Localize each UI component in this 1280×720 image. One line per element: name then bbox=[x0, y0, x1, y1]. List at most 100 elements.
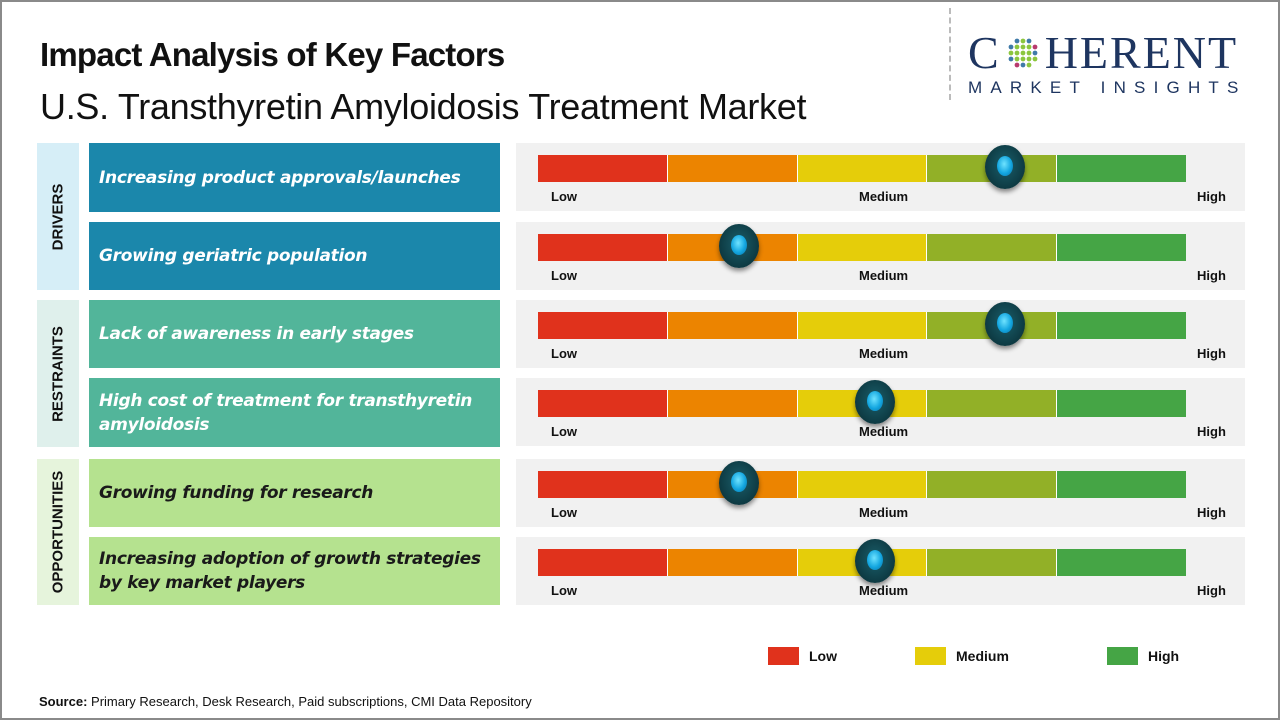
gauge-bar bbox=[538, 390, 1186, 417]
gauge-label-medium: Medium bbox=[859, 424, 909, 439]
impact-gauge: Low Medium High bbox=[516, 222, 1245, 290]
impact-gauge: Low Medium High bbox=[516, 537, 1245, 605]
gauge-segment bbox=[538, 390, 668, 417]
logo-dot bbox=[1008, 56, 1014, 62]
gauge-label-low: Low bbox=[551, 268, 577, 283]
gauge-label-medium: Medium bbox=[859, 346, 909, 361]
gauge-segment bbox=[927, 471, 1058, 498]
logo-dot bbox=[1032, 44, 1038, 50]
gauge-segment bbox=[538, 312, 668, 339]
gauge-label-low: Low bbox=[551, 189, 577, 204]
gauge-label-high: High bbox=[1197, 583, 1226, 598]
source-note: Source: Primary Research, Desk Research,… bbox=[39, 694, 532, 709]
logo-dot bbox=[1020, 44, 1026, 50]
gauge-segment bbox=[667, 155, 798, 182]
gauge-segment bbox=[667, 390, 798, 417]
logo-dot bbox=[1014, 44, 1020, 50]
impact-gauge: Low Medium High bbox=[516, 459, 1245, 527]
gauge-label-medium: Medium bbox=[859, 505, 909, 520]
legend-item-low: Low bbox=[768, 647, 837, 665]
logo-dot bbox=[1026, 38, 1032, 44]
impact-indicator-knob bbox=[718, 461, 759, 505]
gauge-segment bbox=[538, 471, 668, 498]
factor-box: Growing funding for research bbox=[89, 459, 500, 527]
legend-item-medium: Medium bbox=[915, 647, 1009, 665]
globe-dots-icon bbox=[1008, 38, 1038, 68]
gauge-label-high: High bbox=[1197, 268, 1226, 283]
impact-gauge: Low Medium High bbox=[516, 300, 1245, 368]
impact-gauge: Low Medium High bbox=[516, 143, 1245, 211]
logo-brand-right: HERENT bbox=[1044, 27, 1239, 78]
factor-box: Lack of awareness in early stages bbox=[89, 300, 500, 368]
impact-indicator-knob bbox=[854, 380, 895, 424]
gauge-bar bbox=[538, 471, 1186, 498]
gauge-segment bbox=[1057, 549, 1186, 576]
gauge-label-medium: Medium bbox=[859, 189, 909, 204]
gauge-segment bbox=[1057, 390, 1186, 417]
gauge-label-low: Low bbox=[551, 505, 577, 520]
gauge-label-high: High bbox=[1197, 424, 1226, 439]
gauge-label-low: Low bbox=[551, 424, 577, 439]
impact-indicator-knob bbox=[718, 224, 759, 268]
gauge-segment bbox=[538, 155, 668, 182]
category-label-restraints: RESTRAINTS bbox=[37, 300, 79, 447]
gauge-label-medium: Medium bbox=[859, 268, 909, 283]
logo-dot bbox=[1020, 38, 1026, 44]
logo-dot bbox=[1014, 38, 1020, 44]
gauge-bar bbox=[538, 155, 1186, 182]
logo-dot bbox=[1014, 50, 1020, 56]
gauge-segment bbox=[1057, 312, 1186, 339]
category-label-opportunities: OPPORTUNITIES bbox=[37, 459, 79, 605]
logo-dot bbox=[1008, 44, 1014, 50]
source-label: Source: bbox=[39, 694, 88, 709]
gauge-label-low: Low bbox=[551, 583, 577, 598]
logo-dot bbox=[1020, 62, 1026, 68]
header-divider bbox=[949, 8, 951, 100]
gauge-segment bbox=[1057, 155, 1186, 182]
gauge-label-high: High bbox=[1197, 505, 1226, 520]
legend-swatch-low bbox=[768, 647, 799, 665]
gauge-segment bbox=[538, 549, 668, 576]
gauge-label-medium: Medium bbox=[859, 583, 909, 598]
logo-dot bbox=[1008, 50, 1014, 56]
logo-dot bbox=[1026, 50, 1032, 56]
gauge-label-low: Low bbox=[551, 346, 577, 361]
page-subtitle: U.S. Transthyretin Amyloidosis Treatment… bbox=[40, 86, 807, 127]
logo-dot bbox=[1032, 50, 1038, 56]
gauge-segment bbox=[927, 234, 1058, 261]
page-title: Impact Analysis of Key Factors bbox=[40, 36, 505, 73]
logo-dot bbox=[1032, 56, 1038, 62]
impact-gauge: Low Medium High bbox=[516, 378, 1245, 446]
logo-dot bbox=[1020, 56, 1026, 62]
impact-indicator-knob bbox=[984, 145, 1025, 189]
logo-dot bbox=[1026, 62, 1032, 68]
logo-dot bbox=[1014, 62, 1020, 68]
gauge-segment bbox=[797, 312, 928, 339]
legend-swatch-medium bbox=[915, 647, 946, 665]
factor-box: Increasing product approvals/launches bbox=[89, 143, 500, 212]
logo-dot bbox=[1020, 50, 1026, 56]
source-text: Primary Research, Desk Research, Paid su… bbox=[87, 694, 532, 709]
gauge-segment bbox=[1057, 471, 1186, 498]
logo-tagline: MARKET INSIGHTS bbox=[968, 78, 1247, 97]
factor-box: Growing geriatric population bbox=[89, 222, 500, 290]
gauge-segment bbox=[797, 155, 928, 182]
gauge-segment bbox=[538, 234, 668, 261]
logo-dot bbox=[1026, 56, 1032, 62]
impact-indicator-knob bbox=[984, 302, 1025, 346]
factor-box: Increasing adoption of growth strategies… bbox=[89, 537, 500, 605]
logo-dot bbox=[1026, 44, 1032, 50]
gauge-segment bbox=[927, 549, 1058, 576]
gauge-bar bbox=[538, 234, 1186, 261]
gauge-segment bbox=[927, 390, 1058, 417]
gauge-segment bbox=[797, 471, 928, 498]
gauge-label-high: High bbox=[1197, 346, 1226, 361]
gauge-label-high: High bbox=[1197, 189, 1226, 204]
company-logo: C HERENT MARKET INSIGHTS bbox=[968, 30, 1268, 98]
logo-brand-left: C bbox=[968, 27, 1001, 78]
logo-dot bbox=[1014, 56, 1020, 62]
gauge-segment bbox=[667, 312, 798, 339]
legend-swatch-high bbox=[1107, 647, 1138, 665]
impact-indicator-knob bbox=[854, 539, 895, 583]
category-label-drivers: DRIVERS bbox=[37, 143, 79, 290]
